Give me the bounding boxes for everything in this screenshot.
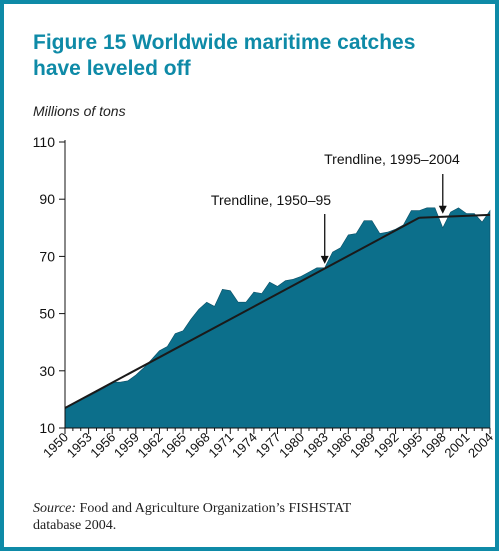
annotation-label-1: Trendline, 1950–95: [211, 192, 331, 208]
area-layer: [64, 207, 491, 429]
x-tick-label: 1989: [347, 430, 378, 461]
y-tick-label: 70: [39, 248, 55, 264]
x-tick-label: 1959: [111, 430, 142, 461]
x-tick-label: 1998: [418, 430, 449, 461]
y-tick-label: 50: [39, 306, 55, 322]
x-tick-label: 1992: [371, 430, 402, 461]
y-tick-label: 30: [39, 363, 55, 379]
y-tick-label: 110: [33, 134, 56, 150]
trendline-2: [419, 213, 491, 219]
source-note: Source: Food and Agriculture Organizatio…: [33, 500, 473, 534]
x-tick-label: 2001: [441, 430, 472, 461]
x-tick-label: 1983: [300, 430, 331, 461]
x-tick-label: 2004: [465, 430, 496, 461]
annotation-arrowhead-1: [320, 255, 329, 264]
x-tick-label: 1980: [276, 430, 307, 461]
x-tick-label: 1965: [158, 430, 189, 461]
source-text: Food and Agriculture Organization’s FISH…: [76, 501, 352, 516]
x-tick-label: 1971: [205, 430, 236, 461]
trendline-layer: [64, 213, 491, 409]
annotation-label-2: Trendline, 1995–2004: [324, 151, 460, 167]
source-label: Source:: [33, 501, 77, 516]
y-tick-label: 90: [39, 191, 55, 207]
catch-area: [64, 207, 491, 429]
source-text-line-2: database 2004.: [33, 518, 117, 533]
x-tick-label: 1995: [394, 430, 425, 461]
annotation-arrowhead-2: [438, 205, 447, 214]
y-axis-units-label: Millions of tons: [33, 103, 126, 119]
x-tick-label: 1956: [87, 430, 118, 461]
annotation-layer: Trendline, 1950–95 Trendline, 1995–2004: [211, 151, 460, 264]
x-tick-label: 1953: [64, 430, 95, 461]
figure-title: Figure 15 Worldwide maritime catches hav…: [33, 30, 473, 82]
y-tick-label: 10: [39, 420, 55, 436]
x-tick-label: 1962: [135, 430, 166, 461]
x-tick-label: 1968: [182, 430, 213, 461]
x-tick-label: 1974: [229, 430, 260, 461]
x-tick-label: 1986: [323, 430, 354, 461]
x-tick-label: 1977: [253, 430, 284, 461]
trendline-1: [64, 216, 420, 409]
figure-title-line-1: Figure 15 Worldwide maritime catches: [33, 31, 416, 54]
figure-title-line-2: have leveled off: [33, 57, 191, 80]
